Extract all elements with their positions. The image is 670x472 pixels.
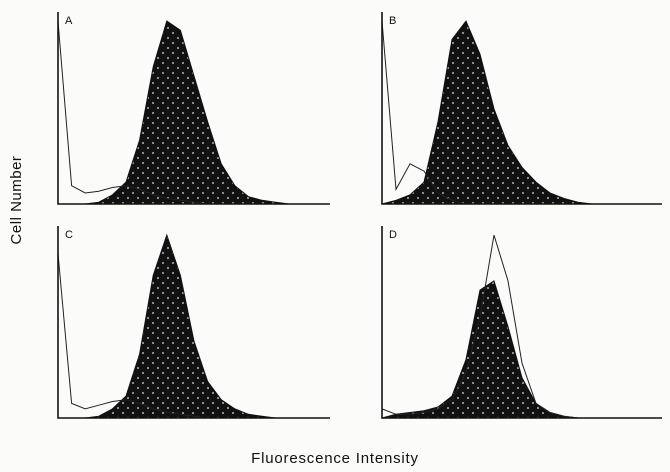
panel-c: C [57, 226, 330, 419]
panel-axes [57, 12, 330, 205]
histogram-filled-a [58, 20, 330, 205]
panel-axes [381, 226, 662, 419]
histogram-filled-d [381, 280, 662, 419]
panel-letter: A [65, 15, 73, 27]
panel-axes [57, 226, 330, 419]
histogram-filled-b [381, 20, 662, 205]
panel-letter: C [65, 229, 73, 241]
panel-a: A [57, 12, 330, 205]
histogram-filled-c [58, 233, 330, 419]
x-axis-label: Fluorescence Intensity [251, 450, 419, 467]
panel-axes [381, 12, 662, 205]
panel-letter: B [389, 15, 396, 27]
panel-b: B [381, 12, 662, 205]
panel-letter: D [389, 229, 397, 241]
y-axis-label: Cell Number [8, 155, 25, 245]
panel-d: D [381, 226, 662, 419]
